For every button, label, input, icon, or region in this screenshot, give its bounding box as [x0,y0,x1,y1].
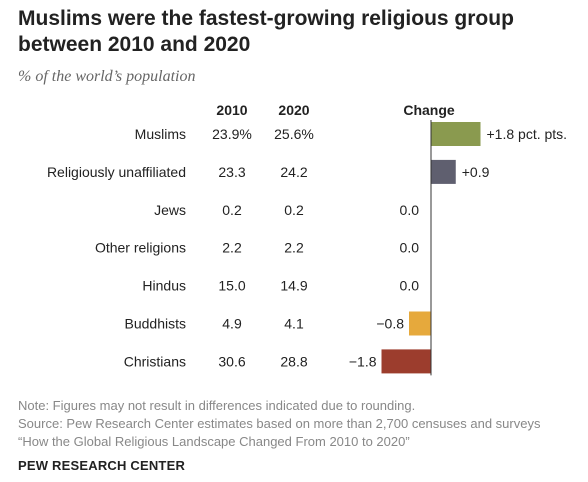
chart-subtitle: % of the world’s population [18,68,196,85]
change-bar [431,122,481,146]
column-header-2010: 2010 [216,102,247,118]
change-label: −1.8 [349,353,377,369]
column-header-change: Change [403,102,455,118]
chart-notes: Note: Figures may not result in differen… [18,397,588,451]
value-2010: 30.6 [218,353,245,369]
value-2010: 23.9% [212,126,252,142]
value-2020: 4.1 [284,316,304,332]
row-label: Hindus [142,278,186,294]
value-2020: 25.6% [274,126,314,142]
source-text: Source: Pew Research Center estimates ba… [18,416,541,431]
change-label: 0.0 [400,278,420,294]
note-text: Note: Figures may not result in differen… [18,398,416,413]
value-2010: 0.2 [222,202,242,218]
row-label: Buddhists [125,316,186,332]
row-label: Religiously unaffiliated [47,164,186,180]
change-chart: 2010 2020 Change Muslims 23.9% 25.6% +1.8 pct.… [47,102,568,376]
value-2010: 15.0 [218,278,245,294]
value-2010: 2.2 [222,240,242,256]
change-label: −0.8 [376,316,404,332]
change-bar [381,349,431,374]
report-title: “How the Global Religious Landscape Chan… [18,434,410,449]
row-label: Christians [124,353,186,369]
value-2020: 24.2 [280,164,307,180]
change-label: 0.0 [400,240,420,256]
row-label: Jews [154,202,186,218]
value-2010: 4.9 [222,316,242,332]
change-label: +0.9 [462,164,490,180]
row-label: Muslims [135,126,186,142]
value-2010: 23.3 [218,164,245,180]
brand-logo-text: PEW RESEARCH CENTER [18,458,186,473]
row-label: Other religions [95,240,186,256]
value-2020: 2.2 [284,240,304,256]
change-label: +1.8 pct. pts. [487,126,568,142]
value-2020: 0.2 [284,202,304,218]
value-2020: 14.9 [280,278,307,294]
chart-title: Muslims were the fastest-growing religio… [18,7,514,56]
change-bar [431,159,456,184]
change-bar [409,311,431,336]
change-label: 0.0 [400,202,420,218]
column-header-2020: 2020 [278,102,309,118]
value-2020: 28.8 [280,353,307,369]
